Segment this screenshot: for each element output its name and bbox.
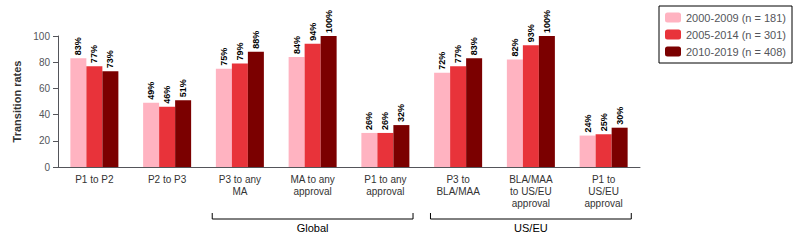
svg-text:2005-2014 (n = 301): 2005-2014 (n = 301) <box>686 29 786 41</box>
svg-text:2000-2009 (n = 181): 2000-2009 (n = 181) <box>686 12 786 24</box>
svg-text:72%: 72% <box>437 52 447 70</box>
svg-text:77%: 77% <box>89 45 99 63</box>
svg-text:84%: 84% <box>292 36 302 54</box>
svg-text:83%: 83% <box>469 37 479 55</box>
svg-text:49%: 49% <box>146 82 156 100</box>
svg-text:MA to any: MA to any <box>290 174 334 185</box>
svg-text:26%: 26% <box>380 112 390 130</box>
svg-text:approval: approval <box>584 198 622 209</box>
svg-text:to US/EU: to US/EU <box>510 186 552 197</box>
svg-text:P1 to: P1 to <box>592 174 616 185</box>
svg-text:Global: Global <box>297 222 329 234</box>
svg-text:46%: 46% <box>162 86 172 104</box>
svg-text:30%: 30% <box>615 107 625 125</box>
svg-text:79%: 79% <box>235 42 245 60</box>
svg-text:US/EU: US/EU <box>514 222 548 234</box>
svg-text:32%: 32% <box>396 104 406 122</box>
svg-text:24%: 24% <box>583 115 593 133</box>
svg-text:25%: 25% <box>599 113 609 131</box>
svg-text:US/EU: US/EU <box>588 186 619 197</box>
svg-text:73%: 73% <box>105 50 115 68</box>
svg-text:77%: 77% <box>453 45 463 63</box>
svg-text:P1 to P2: P1 to P2 <box>75 174 114 185</box>
svg-text:2010-2019 (n = 408): 2010-2019 (n = 408) <box>686 46 786 58</box>
svg-text:88%: 88% <box>251 31 261 49</box>
svg-text:P1 to any: P1 to any <box>364 174 406 185</box>
svg-text:100: 100 <box>33 31 50 42</box>
svg-text:P3 to any: P3 to any <box>219 174 261 185</box>
svg-text:P3 to: P3 to <box>446 174 470 185</box>
svg-text:80: 80 <box>39 57 51 68</box>
svg-text:75%: 75% <box>219 48 229 66</box>
svg-text:P2 to P3: P2 to P3 <box>148 174 187 185</box>
svg-text:approval: approval <box>512 198 550 209</box>
svg-text:0: 0 <box>44 162 50 173</box>
svg-text:BLA/MAA: BLA/MAA <box>436 186 480 197</box>
svg-text:approval: approval <box>366 186 404 197</box>
svg-text:94%: 94% <box>308 23 318 41</box>
svg-text:26%: 26% <box>364 112 374 130</box>
svg-text:MA: MA <box>232 186 247 197</box>
svg-text:83%: 83% <box>73 37 83 55</box>
svg-text:93%: 93% <box>526 24 536 42</box>
svg-text:BLA/MAA: BLA/MAA <box>509 174 553 185</box>
svg-text:100%: 100% <box>542 10 552 33</box>
svg-text:approval: approval <box>293 186 331 197</box>
svg-text:82%: 82% <box>510 39 520 57</box>
svg-text:60: 60 <box>39 83 51 94</box>
svg-text:100%: 100% <box>324 10 334 33</box>
svg-text:51%: 51% <box>178 79 188 97</box>
svg-text:Transition rates: Transition rates <box>11 61 23 143</box>
svg-text:40: 40 <box>39 109 51 120</box>
svg-text:20: 20 <box>39 135 51 146</box>
